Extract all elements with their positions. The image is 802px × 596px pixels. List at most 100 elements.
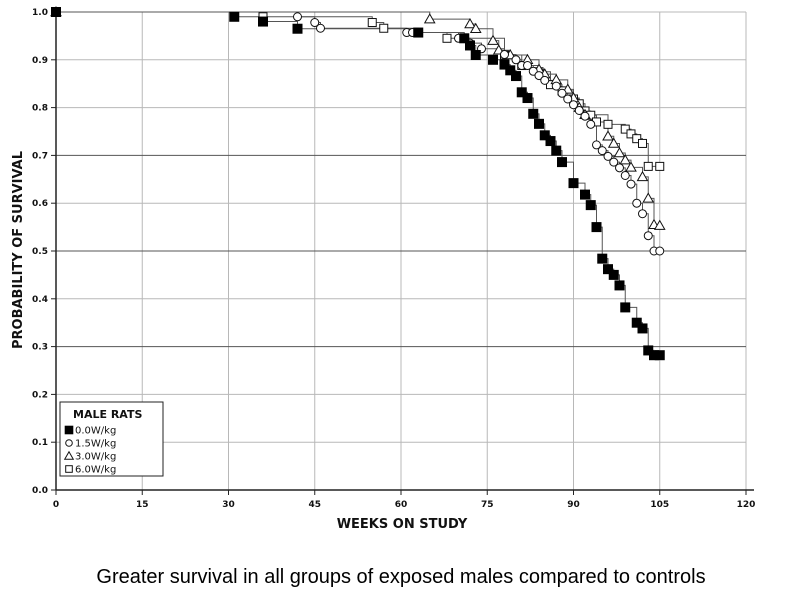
y-tick-label: 0.1 bbox=[32, 438, 48, 448]
data-point-marker bbox=[626, 129, 636, 139]
data-point-marker bbox=[637, 323, 648, 334]
series-markers-3.0W/kg bbox=[50, 5, 666, 230]
data-point-marker bbox=[631, 317, 642, 328]
data-point-marker bbox=[614, 280, 625, 291]
data-point-marker bbox=[643, 231, 653, 241]
data-point-marker bbox=[545, 136, 556, 147]
data-point-marker bbox=[469, 22, 482, 33]
data-point-marker bbox=[625, 161, 637, 172]
data-point-marker bbox=[488, 54, 498, 65]
data-point-marker bbox=[64, 425, 74, 435]
data-point-marker bbox=[523, 61, 532, 71]
y-axis-title: PROBABILITY OF SURVIVAL bbox=[11, 151, 26, 349]
data-point-marker bbox=[603, 119, 613, 129]
data-point-marker bbox=[310, 18, 320, 28]
series-markers bbox=[50, 5, 666, 361]
data-point-marker bbox=[643, 161, 653, 171]
survival-chart: 0 15 30 45 60 75 90 105 120 0.00.10.20.30.40.50.… bbox=[11, 5, 756, 532]
y-tick-label: 0.7 bbox=[32, 151, 48, 161]
data-point-marker bbox=[592, 140, 601, 150]
data-point-marker bbox=[511, 71, 521, 82]
data-point-marker bbox=[632, 198, 642, 208]
figure-caption: Greater survival in all groups of expose… bbox=[96, 566, 706, 588]
data-point-marker bbox=[292, 23, 303, 34]
data-point-marker bbox=[632, 134, 642, 144]
y-axis-ticks: 0.0 0.1 0.2 0.3 0.4 0.5 0.6 0.7 0.8 0.9 1.0 bbox=[32, 8, 56, 496]
y-tick-label: 0.0 bbox=[32, 486, 48, 496]
legend-item-label: 6.0W/kg bbox=[75, 465, 116, 476]
x-tick-label: 90 bbox=[567, 500, 580, 510]
data-point-marker bbox=[499, 59, 510, 70]
y-tick-label: 0.4 bbox=[32, 295, 48, 305]
x-tick-label: 75 bbox=[481, 500, 494, 510]
data-point-marker bbox=[585, 200, 596, 211]
data-point-marker bbox=[500, 50, 509, 60]
data-point-marker bbox=[638, 209, 647, 219]
data-point-marker bbox=[569, 100, 578, 110]
x-tick-label: 30 bbox=[222, 500, 235, 510]
data-point-marker bbox=[505, 65, 516, 76]
legend-box bbox=[59, 401, 164, 477]
data-point-marker bbox=[229, 11, 240, 22]
x-tick-label: 60 bbox=[395, 500, 408, 510]
data-point-marker bbox=[464, 17, 476, 29]
data-point-marker bbox=[603, 264, 613, 275]
data-point-marker bbox=[465, 40, 475, 51]
data-point-marker bbox=[293, 12, 302, 22]
x-tick-label: 15 bbox=[136, 500, 149, 510]
data-point-marker bbox=[51, 7, 61, 17]
data-point-marker bbox=[65, 439, 73, 447]
data-point-marker bbox=[653, 219, 666, 230]
legend-title: MALE RATS bbox=[73, 408, 142, 421]
legend-items: 0.0W/kg 1.5W/kg 3.0W/kg 6.0W/kg bbox=[63, 425, 116, 476]
data-point-marker bbox=[539, 130, 550, 141]
series-markers-1.5W/kg bbox=[51, 7, 665, 256]
x-tick-label: 45 bbox=[308, 500, 321, 510]
data-point-marker bbox=[551, 145, 562, 156]
data-point-marker bbox=[580, 111, 590, 121]
data-point-marker bbox=[423, 13, 436, 24]
data-point-marker bbox=[534, 118, 544, 129]
x-axis-ticks: 0 15 30 45 60 75 90 105 120 bbox=[53, 490, 756, 510]
data-point-marker bbox=[607, 137, 620, 148]
legend-item-label: 3.0W/kg bbox=[75, 452, 116, 463]
data-point-marker bbox=[413, 27, 424, 38]
y-tick-label: 0.9 bbox=[32, 56, 48, 66]
data-point-marker bbox=[557, 157, 567, 168]
data-point-marker bbox=[551, 81, 561, 91]
data-point-marker bbox=[608, 269, 619, 280]
data-point-marker bbox=[528, 108, 539, 119]
y-tick-label: 0.5 bbox=[32, 247, 48, 257]
data-point-marker bbox=[620, 170, 630, 180]
data-point-marker bbox=[65, 465, 73, 473]
data-point-marker bbox=[459, 33, 470, 44]
data-point-marker bbox=[638, 138, 647, 148]
data-point-marker bbox=[615, 163, 624, 173]
data-point-marker bbox=[636, 170, 649, 182]
data-point-marker bbox=[603, 151, 613, 161]
x-tick-label: 120 bbox=[737, 500, 756, 510]
data-point-marker bbox=[619, 154, 632, 165]
y-tick-label: 0.6 bbox=[32, 199, 48, 209]
data-point-marker bbox=[586, 119, 596, 129]
data-point-marker bbox=[442, 33, 452, 43]
data-point-marker bbox=[367, 18, 377, 28]
series-step-line-3.0W/kg bbox=[56, 11, 661, 226]
y-tick-label: 0.3 bbox=[32, 343, 48, 353]
data-point-marker bbox=[379, 23, 389, 33]
data-point-marker bbox=[563, 94, 573, 104]
data-point-marker bbox=[516, 87, 527, 98]
data-point-marker bbox=[470, 50, 481, 61]
data-point-marker bbox=[258, 16, 268, 27]
data-point-marker bbox=[591, 222, 602, 233]
legend-item-label: 1.5W/kg bbox=[75, 439, 116, 450]
data-point-marker bbox=[609, 157, 619, 167]
data-point-marker bbox=[574, 105, 584, 115]
data-point-marker bbox=[597, 146, 607, 156]
data-point-marker bbox=[487, 34, 499, 45]
y-tick-label: 1.0 bbox=[32, 8, 48, 18]
series-step-line-1.5W/kg bbox=[56, 11, 660, 252]
legend: MALE RATS 0.0W/kg 1.5W/kg 3.0W/kg 6.0W/kg bbox=[59, 401, 164, 477]
data-point-marker bbox=[620, 302, 631, 313]
data-point-marker bbox=[654, 350, 665, 361]
